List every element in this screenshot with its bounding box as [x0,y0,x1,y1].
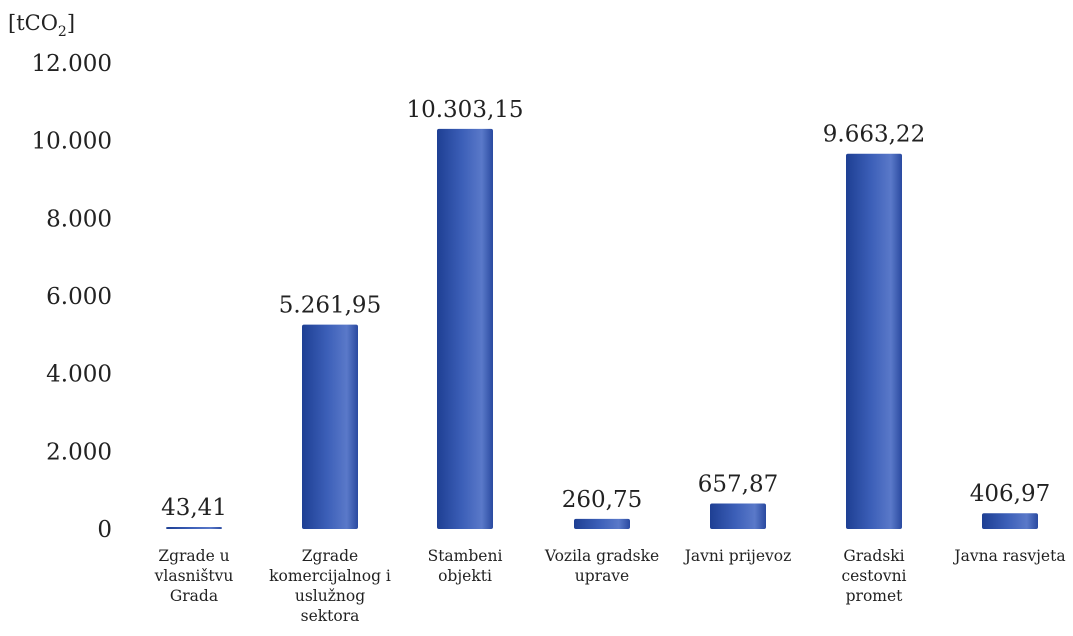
data-label: 10.303,15 [406,97,523,123]
y-tick-label: 10.000 [32,129,112,155]
y-axis-ticks: 0 2.000 4.000 6.000 8.000 10.000 12.000 [32,51,112,543]
x-tick-label: Zgrade u vlasništvu Grada [154,547,234,605]
y-tick-label: 2.000 [46,439,112,465]
y-tick-label: 0 [97,517,112,543]
y-tick-label: 12.000 [32,51,112,77]
data-labels-group: 43,41 5.261,95 10.303,15 260,75 657,87 9.663,… [161,97,1050,521]
x-tick-label: Javna rasvjeta [952,547,1065,565]
unit-subscript: 2 [58,24,67,40]
data-label: 657,87 [698,471,778,497]
bar [982,513,1038,529]
x-axis-labels-group: Zgrade u vlasništvu Grada Zgrade komercijaln… [154,547,1066,625]
bar [437,128,493,529]
bar [846,153,902,530]
x-tick-label: Javni prijevoz [683,547,792,565]
data-label: 5.261,95 [279,293,381,319]
bar [166,527,222,529]
data-label: 260,75 [562,487,642,513]
x-tick-label: Gradski cestovni promet [841,547,906,605]
data-label: 9.663,22 [823,122,925,148]
bar [302,324,358,529]
data-label: 43,41 [161,495,227,521]
y-axis-unit-label: [tCO2] [8,11,75,40]
bars-group [166,128,1038,530]
y-tick-label: 6.000 [46,284,112,310]
bar [710,503,766,529]
y-tick-label: 4.000 [46,362,112,388]
data-label: 406,97 [970,481,1050,507]
x-tick-label: Stambeni objekti [428,547,503,585]
x-tick-label: Vozila gradske uprave [544,547,659,585]
x-tick-label: Zgrade komercijalnog i uslužnog sektora [269,547,391,625]
bar [574,518,630,529]
y-tick-label: 8.000 [46,206,112,232]
